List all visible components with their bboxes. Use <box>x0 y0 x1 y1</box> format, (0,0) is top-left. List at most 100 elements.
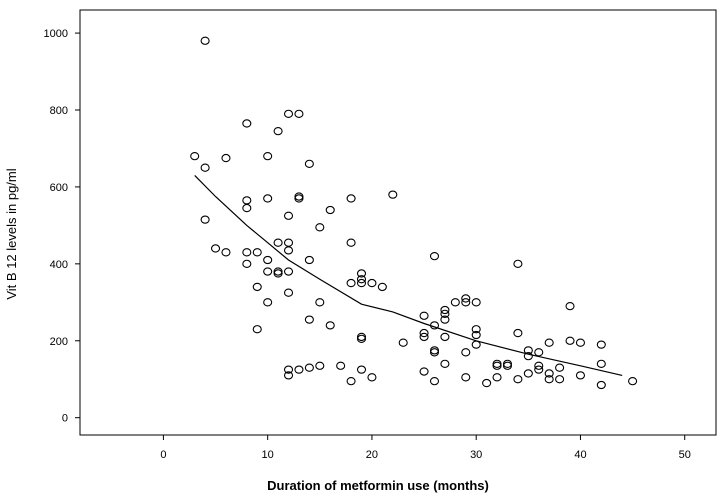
data-point <box>471 298 481 307</box>
data-point <box>461 348 471 357</box>
data-point <box>523 369 533 378</box>
data-point <box>596 380 606 390</box>
data-point <box>200 36 210 45</box>
data-point <box>575 371 586 380</box>
data-point <box>565 302 575 311</box>
data-point <box>294 109 304 118</box>
data-point <box>534 365 544 374</box>
data-point <box>315 361 325 370</box>
data-point <box>325 205 335 215</box>
data-point <box>221 248 231 257</box>
data-point <box>461 298 471 307</box>
data-point <box>492 373 502 382</box>
data-point <box>419 367 429 376</box>
data-point <box>263 152 273 161</box>
data-point <box>596 340 606 349</box>
data-point <box>273 127 283 136</box>
data-point <box>304 363 314 372</box>
data-point <box>388 190 398 199</box>
plot-border <box>79 9 717 436</box>
fit-line <box>194 174 623 376</box>
data-point <box>419 332 429 342</box>
x-axis-title: Duration of metformin use (months) <box>267 478 489 493</box>
data-point <box>367 373 377 382</box>
data-point <box>283 365 294 374</box>
data-point <box>544 338 554 347</box>
x-axis: 0 10 20 30 40 50 <box>160 435 691 461</box>
data-point <box>283 211 294 220</box>
data-point <box>471 325 481 334</box>
y-tick-label: 0 <box>62 413 68 425</box>
data-point <box>346 278 356 288</box>
data-point <box>283 371 294 380</box>
x-tick-label: 30 <box>470 449 482 461</box>
data-point <box>534 361 544 370</box>
data-point <box>565 336 575 345</box>
data-point <box>294 194 304 203</box>
x-tick-label: 40 <box>574 449 586 461</box>
x-tick-label: 20 <box>366 449 378 461</box>
data-point <box>544 369 554 378</box>
data-point <box>263 255 273 265</box>
data-point <box>283 288 294 297</box>
data-point <box>482 378 492 388</box>
x-tick-label: 10 <box>262 449 274 461</box>
data-point <box>440 315 450 324</box>
data-point <box>555 363 565 372</box>
data-point <box>242 248 252 257</box>
data-point <box>304 255 314 265</box>
data-point <box>429 377 440 386</box>
data-point <box>242 203 252 213</box>
data-point <box>440 332 450 342</box>
data-point <box>315 223 325 232</box>
data-point <box>513 375 523 384</box>
data-point <box>440 305 450 315</box>
data-point <box>523 352 533 361</box>
data-point <box>304 315 314 324</box>
data-point <box>325 321 335 330</box>
data-point <box>273 269 283 278</box>
data-point <box>346 194 356 203</box>
data-point <box>263 267 273 276</box>
data-point <box>346 377 356 386</box>
data-point <box>440 309 450 318</box>
data-point <box>367 278 377 288</box>
data-point <box>346 238 356 247</box>
data-point <box>200 163 210 172</box>
fit-line-group <box>194 174 623 376</box>
data-point <box>492 361 502 370</box>
data-point <box>377 282 387 292</box>
data-point <box>200 215 210 224</box>
data-point <box>429 348 440 357</box>
data-point <box>210 244 221 253</box>
data-point <box>471 330 481 340</box>
data-point <box>252 282 262 292</box>
data-point <box>398 338 408 347</box>
x-tick-label: 50 <box>679 449 691 461</box>
data-point <box>575 338 586 347</box>
data-point <box>440 359 450 368</box>
y-tick-label: 400 <box>50 259 68 271</box>
data-point <box>315 298 325 307</box>
data-point <box>252 325 262 334</box>
data-point <box>283 109 294 118</box>
data-point <box>283 267 294 276</box>
data-point <box>419 328 429 338</box>
data-point <box>356 365 367 374</box>
data-point <box>450 298 460 307</box>
data-point <box>221 153 231 163</box>
data-point <box>263 298 273 307</box>
data-point <box>502 361 513 370</box>
data-points <box>190 36 638 390</box>
data-point <box>555 375 565 384</box>
data-point <box>336 361 346 370</box>
y-tick-label: 800 <box>50 105 68 117</box>
x-tick-label: 0 <box>160 449 166 461</box>
y-tick-label: 600 <box>50 182 68 194</box>
data-point <box>513 328 523 338</box>
y-tick-label: 200 <box>50 336 68 348</box>
data-point <box>628 377 638 386</box>
data-point <box>461 294 471 303</box>
y-axis-title: Vit B 12 levels in pg/ml <box>4 168 19 299</box>
